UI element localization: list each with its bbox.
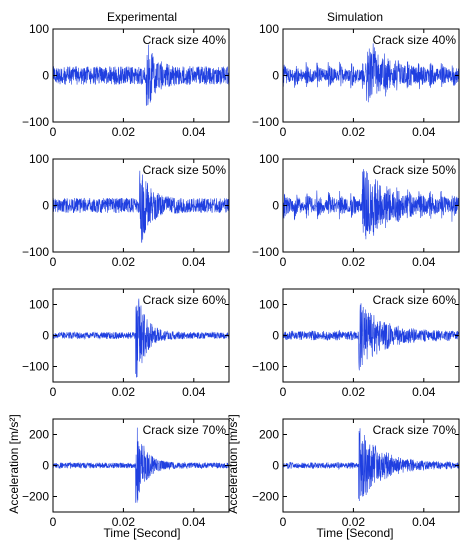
x-tick-label: 0.02	[112, 385, 136, 399]
y-tick-label: −100	[252, 115, 279, 129]
x-tick-label: 0	[280, 125, 287, 139]
y-tick-label: 100	[259, 152, 279, 166]
annotation-crack-size: Crack size 50%	[373, 163, 457, 177]
x-tick-label: 0	[50, 125, 57, 139]
y-tick-label: 0	[42, 329, 49, 343]
x-tick-label: 0	[280, 385, 287, 399]
x-tick-label: 0.02	[342, 385, 366, 399]
column-title-experimental: Experimental	[107, 10, 177, 24]
x-tick-label: 0.04	[182, 385, 206, 399]
x-tick-label: 0.02	[342, 255, 366, 269]
y-tick-label: 0	[272, 69, 279, 83]
y-axis-label-right: Acceleration [m/s²]	[226, 414, 240, 513]
series-line	[53, 44, 229, 106]
y-tick-label: −100	[252, 245, 279, 259]
series-line	[283, 169, 459, 240]
x-tick-label: 0.02	[112, 255, 136, 269]
x-tick-label: 0.04	[182, 125, 206, 139]
y-tick-label: 0	[272, 329, 279, 343]
y-tick-label: −100	[252, 360, 279, 374]
annotation-crack-size: Crack size 70%	[373, 423, 457, 437]
y-tick-label: 100	[29, 22, 49, 36]
x-tick-label: 0.04	[412, 385, 436, 399]
x-axis-label-left: Time [Second]	[104, 526, 181, 540]
annotation-crack-size: Crack size 60%	[143, 293, 227, 307]
x-tick-label: 0.04	[412, 125, 436, 139]
y-tick-label: 0	[42, 459, 49, 473]
x-tick-label: 0	[280, 255, 287, 269]
series-line	[53, 170, 229, 243]
series-line	[283, 43, 459, 103]
y-tick-label: 200	[259, 428, 279, 442]
x-tick-label: 0.04	[412, 255, 436, 269]
x-tick-label: 0	[50, 255, 57, 269]
x-tick-label: 0	[50, 385, 57, 399]
series-line	[53, 298, 229, 378]
y-tick-label: 100	[29, 298, 49, 312]
annotation-crack-size: Crack size 40%	[373, 33, 457, 47]
annotation-crack-size: Crack size 50%	[143, 163, 227, 177]
y-axis-label-left: Acceleration [m/s²]	[7, 414, 21, 513]
x-tick-label: 0.04	[412, 515, 436, 529]
y-tick-label: 0	[272, 459, 279, 473]
series-line	[283, 428, 459, 501]
x-tick-label: 0.02	[342, 125, 366, 139]
x-tick-label: 0.04	[182, 515, 206, 529]
series-line	[53, 427, 229, 503]
x-tick-label: 0	[280, 515, 287, 529]
annotation-crack-size: Crack size 60%	[373, 293, 457, 307]
y-tick-label: −200	[22, 490, 49, 504]
y-tick-label: 200	[29, 428, 49, 442]
y-tick-label: −100	[22, 115, 49, 129]
y-tick-label: 0	[42, 69, 49, 83]
x-tick-label: 0.02	[342, 515, 366, 529]
y-tick-label: 0	[272, 199, 279, 213]
x-tick-label: 0.02	[112, 515, 136, 529]
x-axis-label-right: Time [Second]	[317, 526, 394, 540]
annotation-crack-size: Crack size 40%	[143, 33, 227, 47]
y-tick-label: 100	[259, 298, 279, 312]
y-tick-label: −100	[22, 245, 49, 259]
y-tick-label: −200	[252, 490, 279, 504]
y-tick-label: −100	[22, 360, 49, 374]
y-tick-label: 100	[29, 152, 49, 166]
y-tick-label: 0	[42, 199, 49, 213]
x-tick-label: 0	[50, 515, 57, 529]
annotation-crack-size: Crack size 70%	[143, 423, 227, 437]
x-tick-label: 0.04	[182, 255, 206, 269]
x-tick-label: 0.02	[112, 125, 136, 139]
series-line	[283, 303, 459, 371]
column-title-simulation: Simulation	[327, 10, 383, 24]
y-tick-label: 100	[259, 22, 279, 36]
